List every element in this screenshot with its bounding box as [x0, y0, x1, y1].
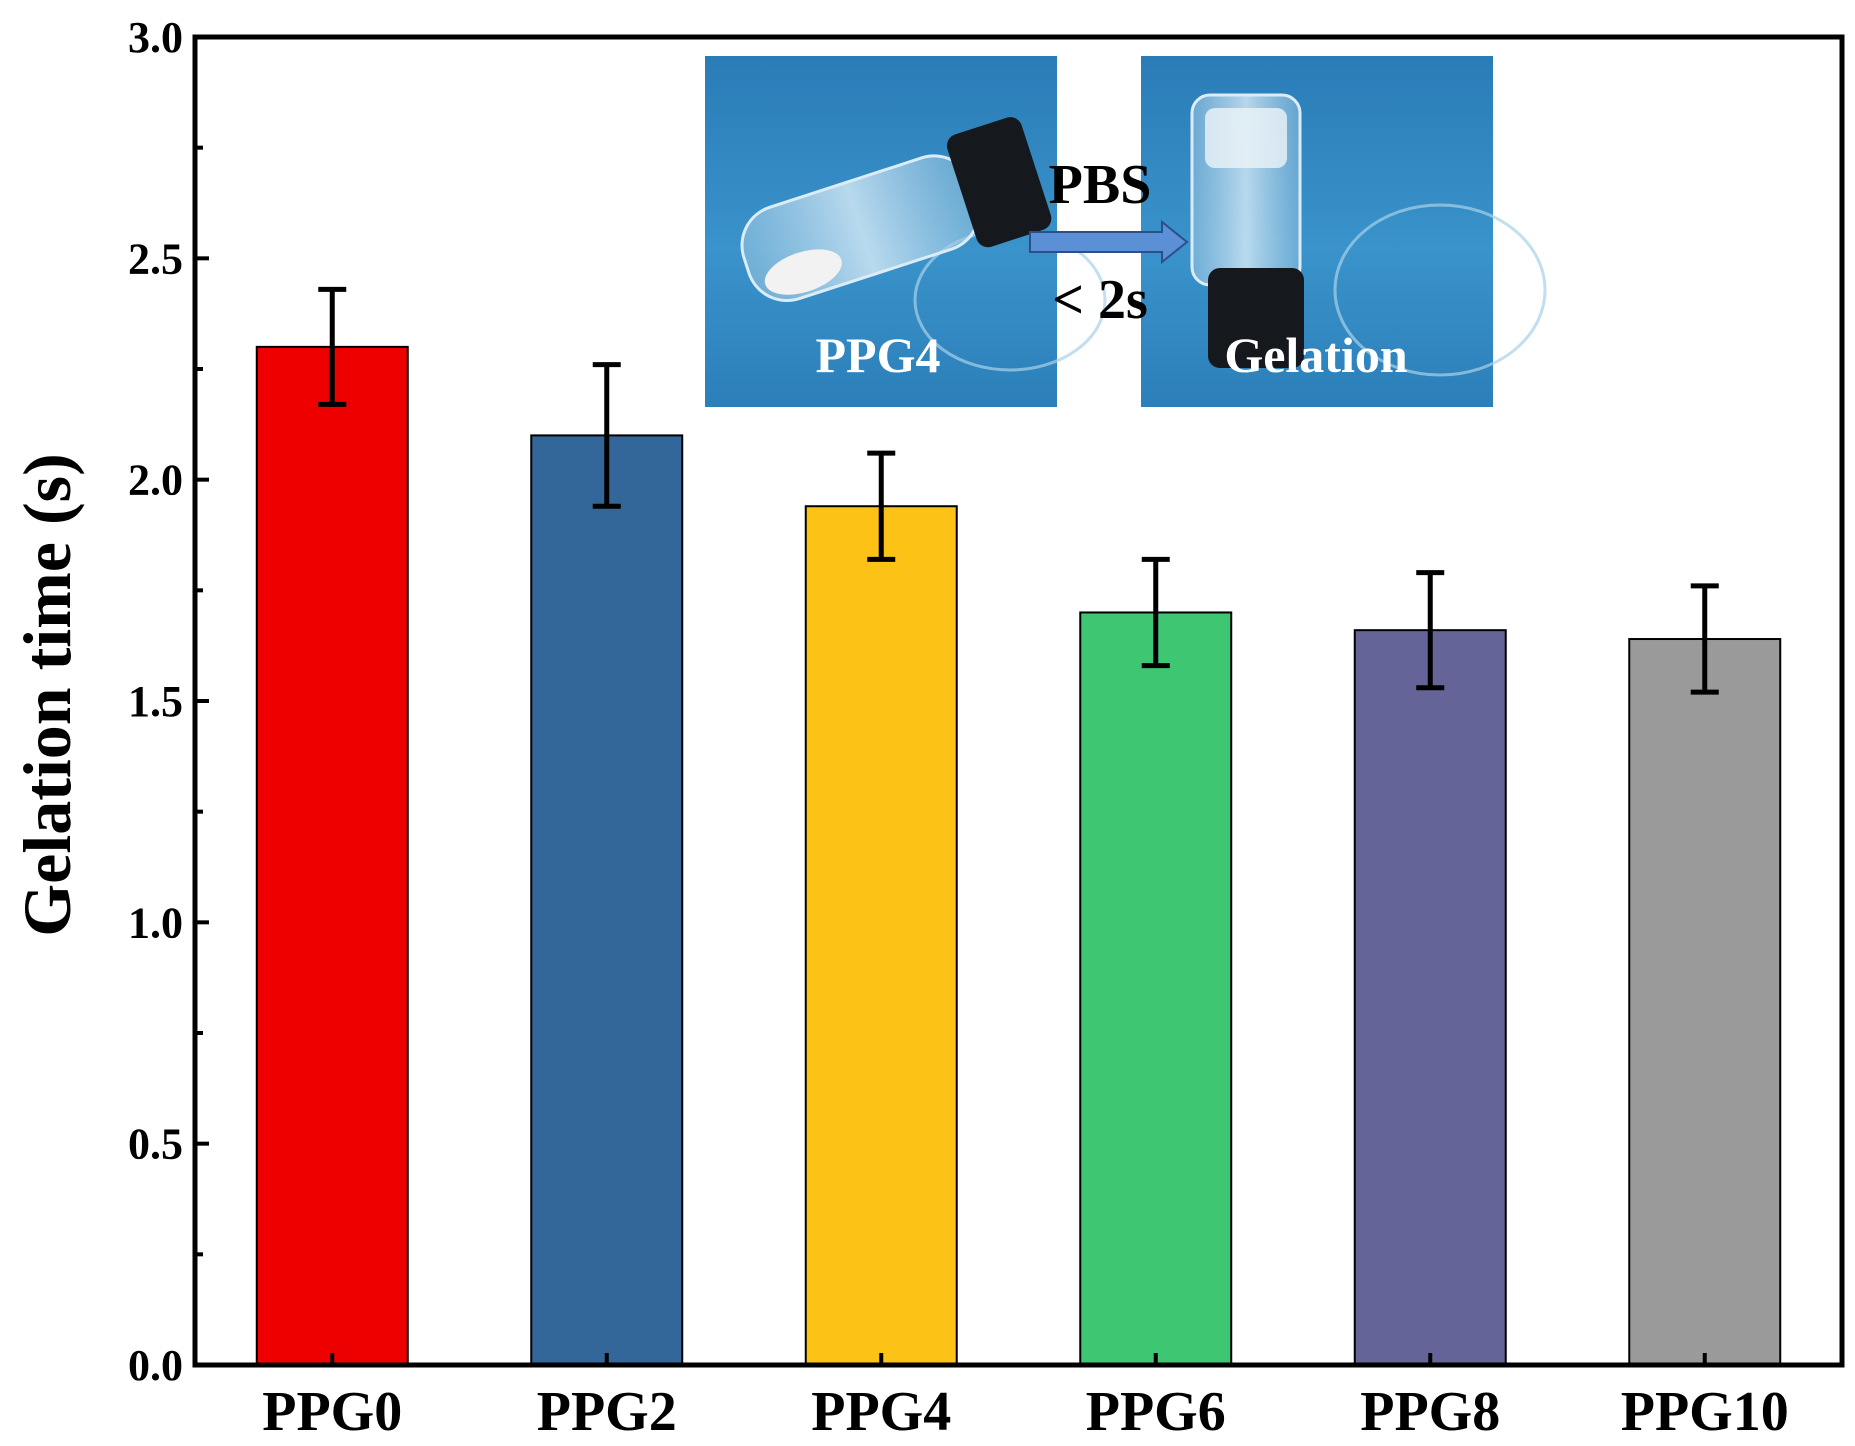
x-tick-label-ppg8: PPG8: [1360, 1381, 1500, 1443]
bar-ppg4: [804, 505, 958, 1366]
bar-ppg6: [1079, 611, 1233, 1366]
y-tick-label: 2.0: [128, 456, 183, 505]
inset-arrow-top-label: PBS: [1049, 154, 1152, 216]
error-bars-layer: [318, 286, 1719, 695]
inset-photo-panel: PPG4 Gelation PBS < 2s: [705, 56, 1547, 407]
bars-layer: [255, 345, 1782, 1367]
y-tick-label: 0.0: [128, 1341, 183, 1390]
bar-ppg0: [255, 345, 409, 1367]
bar-ppg2: [530, 434, 684, 1366]
x-tick-label-ppg10: PPG10: [1621, 1381, 1789, 1443]
x-tick-label-ppg2: PPG2: [537, 1381, 677, 1443]
inset-arrow-icon: [1029, 219, 1189, 265]
y-tick-label: 0.5: [128, 1120, 183, 1169]
y-tick-label: 2.5: [128, 234, 183, 283]
inset-arrow-bottom-label: < 2s: [1052, 269, 1148, 331]
inset-right-label: Gelation: [1224, 327, 1408, 383]
inset-photo-after: Gelation: [1141, 56, 1547, 407]
y-axis-label: Gelation time (s): [9, 453, 85, 936]
bar-ppg8: [1353, 629, 1507, 1366]
y-tick-label: 3.0: [128, 13, 183, 62]
inset-left-label: PPG4: [816, 327, 941, 383]
x-tick-label-ppg0: PPG0: [262, 1381, 402, 1443]
plot-frame: [192, 34, 1845, 1368]
x-tick-label-ppg6: PPG6: [1086, 1381, 1226, 1443]
inset-photo-before: PPG4: [705, 56, 1107, 407]
bar-ppg10: [1628, 638, 1782, 1366]
y-tick-label: 1.5: [128, 677, 183, 726]
y-axis-ticks: 0.0 0.5 1.0 1.5 2.0 2.5 3.0: [128, 13, 209, 1390]
x-axis-category-labels: PPG0 PPG2 PPG4 PPG6 PPG8 PPG10: [262, 1353, 1789, 1443]
x-tick-label-ppg4: PPG4: [811, 1381, 951, 1443]
y-tick-label: 1.0: [128, 898, 183, 947]
